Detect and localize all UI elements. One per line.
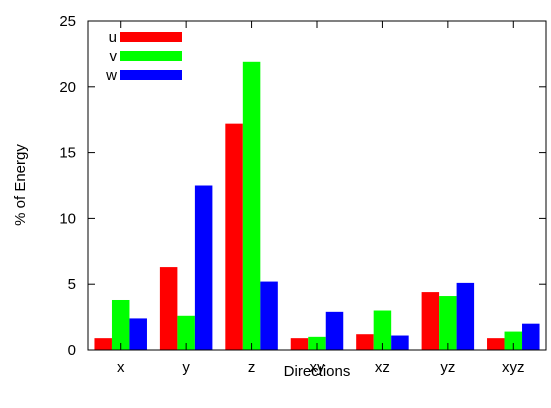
x-axis: x y z xy xz yz xyz (117, 21, 525, 376)
bar-u-y (159, 267, 178, 350)
bar-v-y (177, 315, 195, 350)
bar-u-xyz (487, 338, 505, 350)
bar-v-z (242, 61, 261, 351)
bar-w-xz (391, 335, 409, 350)
legend-swatch-v (120, 51, 182, 61)
bar-u-x (94, 338, 112, 350)
y-tick-label: 5 (68, 276, 76, 293)
bar-w-z (260, 281, 278, 350)
x-axis-label: Directions (284, 363, 351, 380)
y-tick-label: 10 (59, 210, 76, 227)
bar-w-xy (325, 311, 344, 350)
legend-label-u: u (109, 29, 117, 46)
x-tick-label-xy: xy (310, 359, 326, 376)
bar-v-yz (439, 296, 457, 350)
legend-swatch-w (120, 70, 182, 80)
bar-u-yz (421, 292, 440, 350)
y-axis-label: % of Energy (12, 144, 29, 226)
bar-w-y (194, 185, 213, 350)
y-tick-label: 20 (59, 79, 76, 96)
bar-v-xyz (504, 331, 523, 350)
bar-u-xz (356, 334, 374, 350)
bar-u-z (225, 123, 243, 350)
bar-u-xy (290, 338, 309, 350)
bar-v-x (111, 299, 130, 350)
x-tick-label-y: y (182, 359, 190, 376)
y-tick-label: 15 (59, 145, 76, 162)
bar-w-x (129, 318, 147, 350)
y-tick-label: 25 (59, 13, 76, 30)
x-tick-label-x: x (117, 359, 125, 376)
x-tick-label-xyz: xyz (502, 359, 525, 376)
x-tick-label-yz: yz (440, 359, 455, 376)
bar-w-xyz (522, 323, 540, 350)
x-tick-label-xz: xz (375, 359, 390, 376)
legend-label-w: w (105, 67, 117, 84)
legend-swatch-u (120, 32, 182, 42)
bars-layer (94, 61, 540, 351)
y-axis: 0 5 10 15 20 25 (59, 13, 546, 359)
legend: uvw (105, 29, 182, 84)
legend-label-v: v (110, 48, 118, 65)
x-tick-label-z: z (248, 359, 256, 376)
y-tick-label: 0 (68, 342, 76, 359)
bar-v-xz (373, 310, 392, 350)
bar-w-yz (456, 282, 475, 350)
